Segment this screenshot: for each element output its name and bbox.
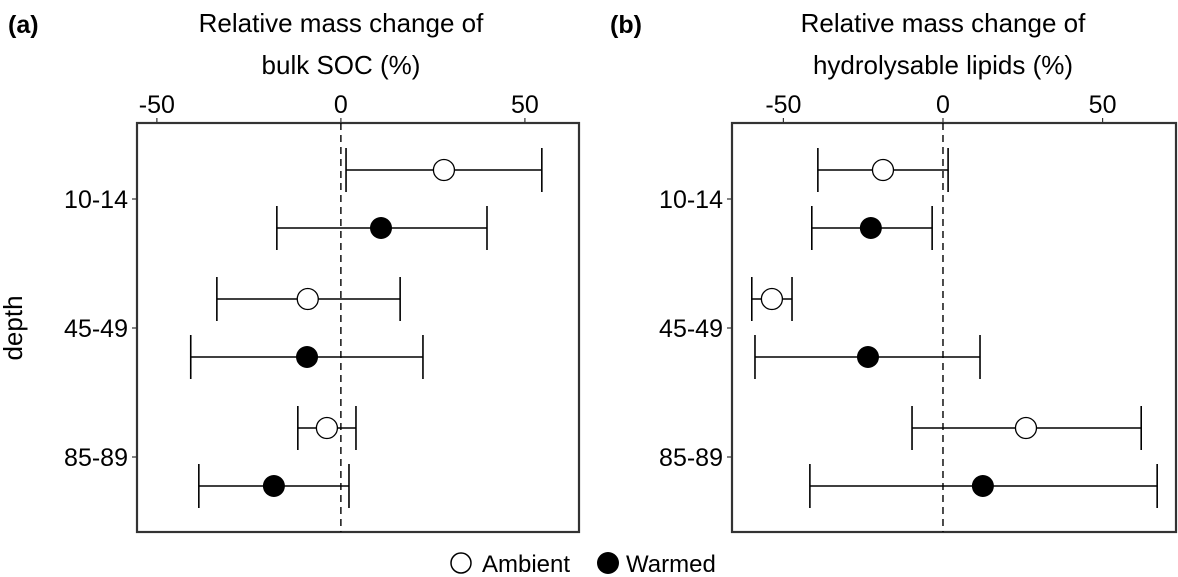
legend: Ambient Warmed <box>450 551 716 577</box>
warmed-point <box>971 475 994 497</box>
legend-warmed-label: Warmed <box>626 551 716 577</box>
y-tick-label: 85-89 <box>659 444 723 472</box>
warmed-point <box>296 346 319 368</box>
ambient-point <box>760 287 784 311</box>
x-tick-label: -50 <box>765 91 801 119</box>
panel-b-label: (b) <box>610 11 642 39</box>
ambient-point <box>871 158 895 182</box>
warmed-point <box>262 475 285 497</box>
ambient-point <box>1014 416 1038 440</box>
legend-ambient-marker <box>450 552 472 574</box>
ambient-point <box>296 287 319 311</box>
x-tick-label: 0 <box>334 91 348 119</box>
y-tick-label: 45-49 <box>659 315 723 343</box>
x-tick-label: 50 <box>511 91 539 119</box>
y-axis-title: depth <box>0 295 28 360</box>
x-tick-label: 50 <box>1089 91 1117 119</box>
warmed-point <box>856 346 879 368</box>
y-tick-label: 10-14 <box>659 186 723 214</box>
legend-warmed-marker <box>597 552 619 574</box>
ambient-point <box>432 158 456 182</box>
plot-frame <box>730 121 1178 534</box>
panel-b-title-line2: hydrolysable lipids (%) <box>813 50 1073 80</box>
y-tick-label: 10-14 <box>64 186 128 214</box>
x-tick-label: 0 <box>936 91 950 119</box>
warmed-point <box>370 217 393 239</box>
y-tick-label: 45-49 <box>64 315 128 343</box>
panel-a: -50 0 50 10-14 45-49 85-89 <box>64 91 581 534</box>
legend-ambient-label: Ambient <box>482 551 570 577</box>
ambient-point <box>315 416 339 440</box>
warmed-point <box>859 217 882 239</box>
panel-a-label: (a) <box>8 11 39 39</box>
y-tick-label: 85-89 <box>64 444 128 472</box>
panel-a-title-line2: bulk SOC (%) <box>262 50 421 80</box>
x-tick-label: -50 <box>139 91 175 119</box>
panel-a-title-line1: Relative mass change of <box>199 8 484 38</box>
panel-b: -50 0 50 10-14 45-49 85-89 <box>659 91 1178 534</box>
plot-frame <box>135 121 581 534</box>
panel-b-title-line1: Relative mass change of <box>801 8 1086 38</box>
